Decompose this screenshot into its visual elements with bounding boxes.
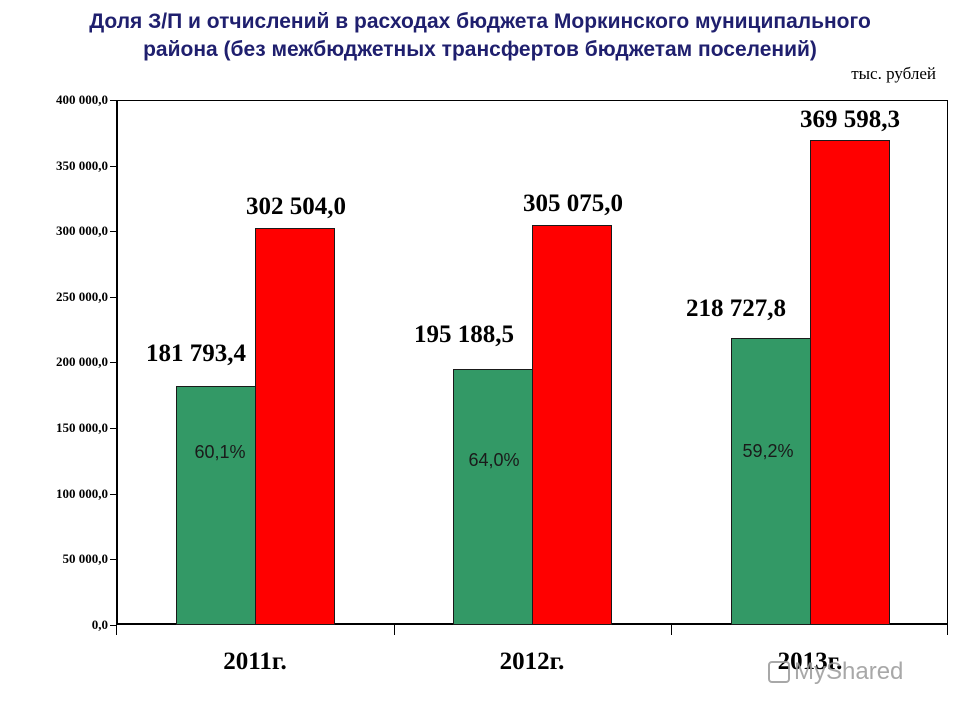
x-tick-mark	[947, 625, 948, 635]
y-tick-mark	[110, 100, 116, 101]
value-label-expenses-2011: 302 504,0	[246, 193, 346, 220]
x-tick-mark	[116, 625, 117, 635]
bar-expenses-2012	[532, 225, 612, 625]
share-label-2012: 64,0%	[468, 450, 520, 470]
presentation-icon	[768, 661, 790, 683]
y-tick-label: 50 000,0	[62, 551, 109, 566]
value-label-salary-2011: 181 793,4	[146, 340, 246, 367]
value-label-salary-2013: 218 727,8	[686, 295, 786, 322]
y-tick-mark	[110, 231, 116, 232]
y-tick-label: 400 000,0	[56, 92, 108, 107]
y-tick-label: 350 000,0	[56, 158, 108, 173]
x-category-2012: 2012г.	[499, 648, 565, 675]
value-label-expenses-2013: 369 598,3	[800, 106, 900, 133]
y-tick-label: 0,0	[91, 617, 108, 632]
x-tick-mark	[671, 625, 672, 635]
y-tick-mark	[110, 559, 116, 560]
chart-title: Доля З/П и отчислений в расходах бюджета…	[0, 8, 960, 64]
y-tick-mark	[110, 166, 116, 167]
x-tick-mark	[394, 625, 395, 635]
unit-label: тыс. рублей	[851, 64, 936, 83]
y-tick-mark	[110, 428, 116, 429]
bar-expenses-2013	[810, 140, 890, 625]
bar-salary-2013	[731, 338, 811, 625]
bar-salary-2012	[453, 369, 533, 625]
share-label-2011: 60,1%	[194, 442, 246, 462]
bar-salary-2011	[176, 386, 256, 625]
y-tick-mark	[110, 625, 116, 626]
y-tick-label: 250 000,0	[56, 289, 108, 304]
y-tick-mark	[110, 362, 116, 363]
value-label-salary-2012: 195 188,5	[414, 321, 514, 348]
y-tick-label: 150 000,0	[56, 420, 108, 435]
chart-title-line2: района (без межбюджетных трансфертов бюд…	[143, 38, 817, 61]
x-category-2011: 2011г.	[223, 648, 287, 675]
watermark: MyShared	[768, 658, 903, 686]
share-label-2013: 59,2%	[742, 441, 794, 461]
value-label-expenses-2012: 305 075,0	[523, 190, 623, 217]
y-tick-label: 300 000,0	[56, 223, 108, 238]
y-tick-label: 100 000,0	[56, 486, 108, 501]
chart-title-line1: Доля З/П и отчислений в расходах бюджета…	[89, 10, 871, 33]
bar-expenses-2011	[255, 228, 335, 625]
y-tick-label: 200 000,0	[56, 354, 108, 369]
y-tick-mark	[110, 297, 116, 298]
y-tick-mark	[110, 494, 116, 495]
watermark-text: MyShared	[794, 658, 904, 685]
